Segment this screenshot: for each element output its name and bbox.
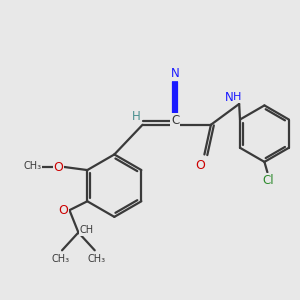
Text: C: C [171, 114, 179, 127]
Text: CH₃: CH₃ [87, 254, 105, 264]
Text: CH: CH [80, 225, 94, 235]
Text: Cl: Cl [262, 174, 274, 187]
Text: CH₃: CH₃ [23, 161, 41, 172]
Text: O: O [58, 204, 68, 217]
Text: O: O [195, 159, 205, 172]
Text: O: O [53, 160, 63, 174]
Text: CH₃: CH₃ [52, 254, 70, 264]
Text: H: H [232, 92, 241, 102]
Text: N: N [224, 91, 233, 104]
Text: H: H [132, 110, 140, 123]
Text: N: N [171, 67, 180, 80]
